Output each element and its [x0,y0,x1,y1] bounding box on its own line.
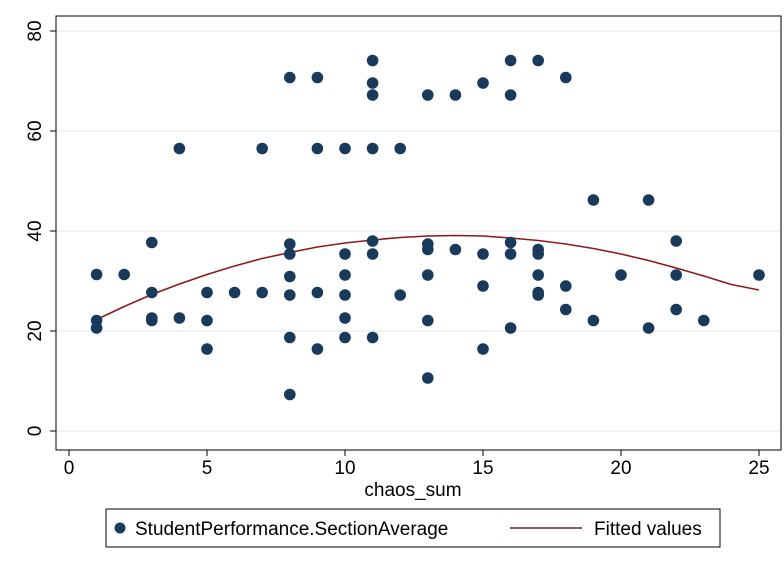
data-point [311,71,324,84]
data-point [504,236,517,249]
data-point [284,270,296,283]
data-point [366,89,379,101]
y-tick-label: 0 [25,426,46,437]
data-point [201,343,213,355]
data-point [449,243,462,256]
data-point [339,331,351,344]
data-point [449,89,462,101]
x-tick-label: 10 [334,458,355,479]
data-point [256,286,269,299]
data-point [339,269,351,281]
x-tick-label: 25 [748,458,769,479]
data-point [284,248,296,260]
data-point [670,235,682,247]
data-point [698,314,710,327]
fitted-values-line [96,234,760,321]
data-point [284,289,296,301]
data-point [339,289,351,301]
data-point [311,142,324,155]
data-point [90,322,103,334]
data-point [311,286,324,299]
data-point [339,142,351,155]
data-point [642,194,655,206]
data-point [560,303,572,316]
data-point [477,280,489,292]
data-point [615,269,627,281]
data-point [670,269,682,281]
data-point [311,343,324,355]
data-point [587,194,600,206]
data-point [118,268,130,281]
data-point [532,289,544,301]
data-point [670,303,682,316]
data-point [422,314,434,327]
data-point [146,314,158,327]
x-tick-label: 0 [64,458,75,479]
data-point [339,248,351,260]
data-point [284,388,296,401]
data-point [422,89,434,101]
legend-label-fitted: Fitted values [594,519,702,540]
data-point [560,280,572,292]
data-point [201,286,213,299]
data-point [366,331,379,344]
data-point [284,331,296,344]
data-point [366,248,379,260]
data-point [477,248,489,260]
data-point [394,289,407,301]
data-point [587,314,600,327]
data-point [532,54,544,67]
data-point [284,71,296,84]
data-point [366,54,379,67]
data-point [366,235,379,247]
data-point [504,89,517,101]
data-point [504,322,517,334]
plot-frame [55,15,782,451]
x-tick-label: 15 [472,458,493,479]
y-tick-label: 80 [25,20,46,41]
data-point [256,142,269,155]
x-tick-label: 20 [610,458,631,479]
data-point [394,142,407,155]
legend-box [105,508,721,548]
data-point [173,142,186,155]
axes [50,15,782,456]
data-point [422,372,434,384]
y-tick-label: 20 [25,320,46,341]
data-point [504,54,517,67]
data-point [366,142,379,155]
data-point [422,243,434,256]
data-point [339,312,351,324]
data-point [477,77,489,89]
y-tick-label: 40 [25,220,46,241]
y-tick-label: 60 [25,120,46,141]
data-point [477,343,489,355]
legend-marker-scatter [114,522,126,534]
data-point [146,286,158,299]
data-point [560,71,572,84]
legend: StudentPerformance.SectionAverage Fitted… [105,508,721,548]
tick-labels: 0 20 40 60 80 0 5 10 15 20 25 [25,20,770,479]
data-point [173,312,186,324]
data-point [753,269,765,281]
data-point [284,238,296,250]
data-point [228,286,241,299]
data-point [90,268,103,281]
x-tick-label: 5 [202,458,213,479]
data-point [201,314,213,327]
data-point [422,269,434,281]
grid-lines [56,30,781,432]
data-point [642,322,655,334]
data-point [504,248,517,260]
data-point [532,248,544,260]
fitted-line-layer [96,234,760,321]
scatter-points [90,54,765,401]
legend-label-scatter: StudentPerformance.SectionAverage [135,519,448,540]
data-point [366,77,379,89]
data-point [532,269,544,281]
data-point [146,236,158,249]
x-axis-label: chaos_sum [364,480,461,501]
